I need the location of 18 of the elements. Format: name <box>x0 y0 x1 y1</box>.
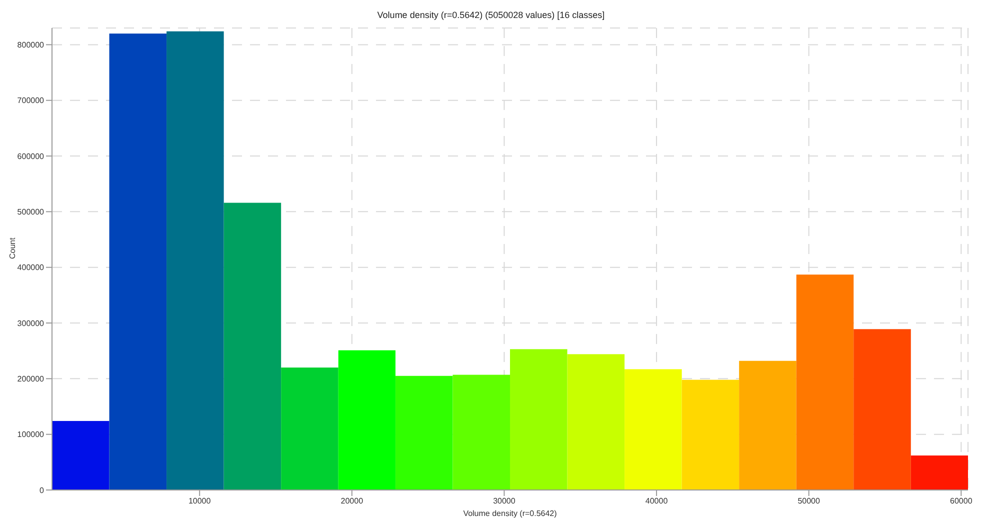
y-tick-label: 100000 <box>17 430 45 440</box>
y-tick-label: 400000 <box>17 263 45 272</box>
y-axis-title: Count <box>8 236 17 259</box>
y-tick-label: 200000 <box>17 374 45 384</box>
y-tick-label: 0 <box>40 486 45 495</box>
chart-title: Volume density (r=0.5642) (5050028 values) [16 classes] <box>376 9 606 22</box>
x-tick-label: 30000 <box>493 496 516 506</box>
x-tick-label: 10000 <box>188 496 212 506</box>
x-tick-label: 50000 <box>798 496 821 506</box>
y-tick-label: 300000 <box>17 318 45 328</box>
y-tick-label: 600000 <box>17 152 45 161</box>
x-tick-label: 60000 <box>950 496 973 506</box>
y-tick-label: 500000 <box>17 208 45 217</box>
x-tick-label: 40000 <box>645 496 668 506</box>
x-tick-label: 20000 <box>340 496 364 506</box>
y-tick-label: 700000 <box>17 96 45 106</box>
x-axis-title: Volume density (r=0.5642) <box>463 509 558 518</box>
y-tick-label: 800000 <box>17 40 45 50</box>
